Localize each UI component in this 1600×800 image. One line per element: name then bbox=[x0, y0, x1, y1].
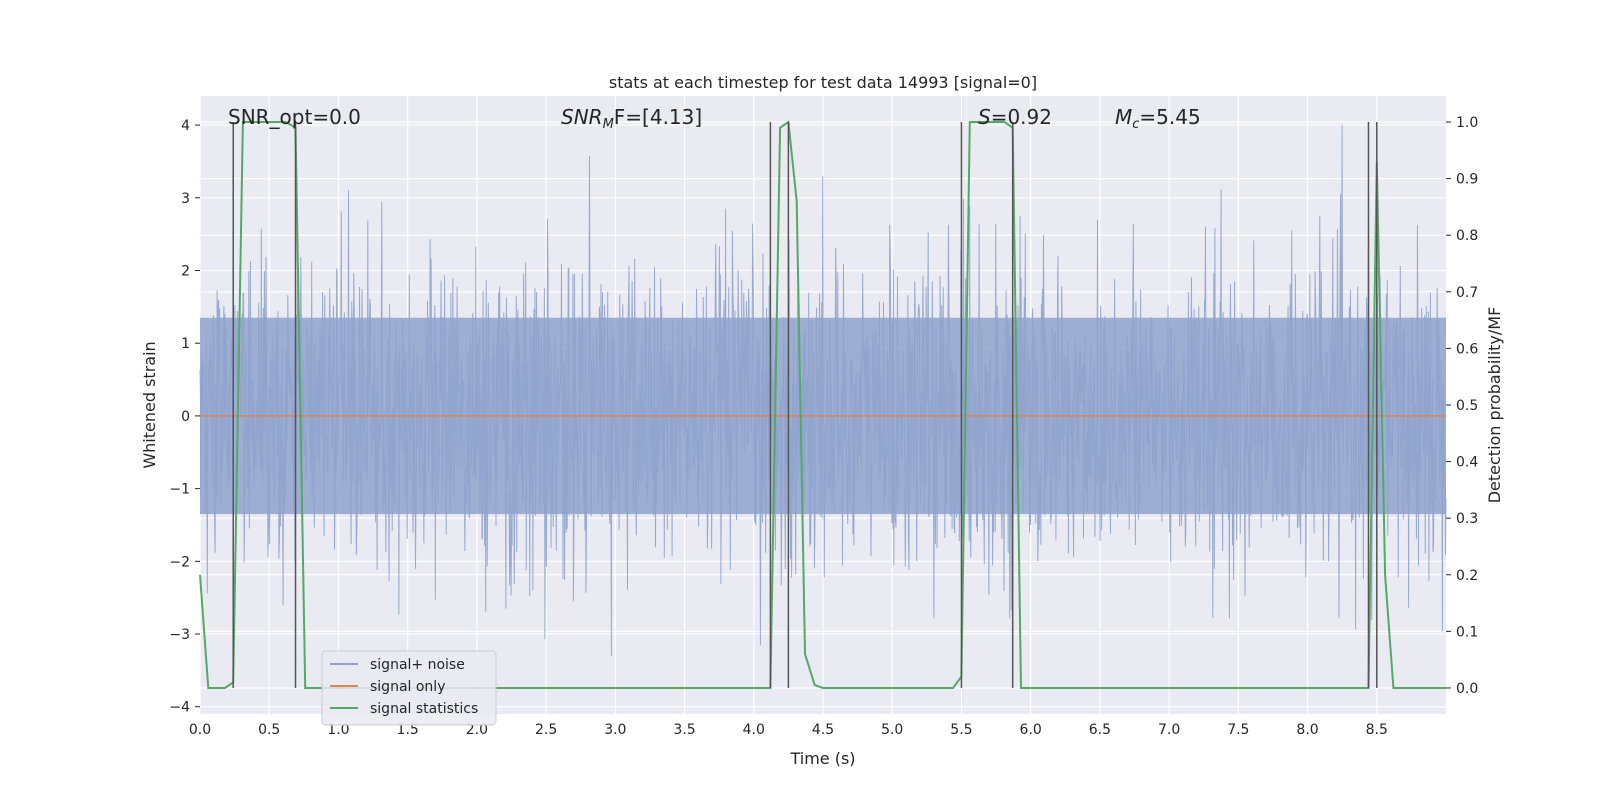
y-tick-label: 4 bbox=[181, 118, 190, 134]
mc-rest: =5.45 bbox=[1139, 105, 1200, 129]
y2-axis-label: Detection probability/MF bbox=[1485, 307, 1504, 504]
legend-box bbox=[321, 650, 497, 726]
y-tick-label: −4 bbox=[169, 700, 190, 716]
x-tick-label: 4.0 bbox=[743, 722, 765, 738]
mc-sub: c bbox=[1132, 117, 1139, 132]
x-tick-label: 2.0 bbox=[466, 722, 488, 738]
legend-label-signal-only: signal only bbox=[370, 679, 445, 695]
x-tick-label: 3.5 bbox=[673, 722, 695, 738]
y2-tick-label: 0.7 bbox=[1456, 285, 1478, 301]
signal-statistics-line bbox=[199, 120, 1446, 689]
y2-tick-label: 0.0 bbox=[1456, 681, 1478, 697]
y-axis-label: Whitened strain bbox=[140, 341, 159, 468]
s-rest: =0.92 bbox=[991, 105, 1052, 129]
y-tick-label: −3 bbox=[169, 627, 190, 643]
x-tick-label: 8.0 bbox=[1296, 722, 1318, 738]
legend-label-signal-statistics: signal statistics bbox=[370, 701, 478, 717]
x-tick-label: 8.5 bbox=[1366, 722, 1388, 738]
y-tick-label: 1 bbox=[181, 336, 190, 352]
s-main: S bbox=[978, 105, 991, 129]
s-annotation: S=0.92 bbox=[978, 105, 1052, 129]
x-tick-label: 0.5 bbox=[258, 722, 280, 738]
x-tick-label: 6.0 bbox=[1020, 722, 1042, 738]
x-tick-label: 7.0 bbox=[1158, 722, 1180, 738]
x-tick-label: 5.0 bbox=[881, 722, 903, 738]
y2-tick-label: 0.2 bbox=[1456, 568, 1478, 584]
legend: signal+ noise signal only signal statist… bbox=[321, 650, 497, 726]
x-tick-label: 3.0 bbox=[604, 722, 626, 738]
mc-annotation: Mc=5.45 bbox=[1115, 105, 1201, 132]
line-series bbox=[199, 120, 1446, 689]
x-tick-label: 7.5 bbox=[1227, 722, 1249, 738]
y-tick-label: −1 bbox=[169, 482, 190, 498]
snr-opt-annotation: SNR_opt=0.0 bbox=[228, 105, 361, 129]
y2-tick-label: 0.9 bbox=[1456, 172, 1478, 188]
y2-tick-label: 0.3 bbox=[1456, 511, 1478, 527]
snr-mf-rest: F=[4.13] bbox=[614, 105, 702, 129]
vertical-markers bbox=[232, 122, 1378, 688]
snr-mf-main: SNR bbox=[561, 105, 603, 129]
y2-tick-label: 0.4 bbox=[1456, 455, 1478, 471]
signal-noise-line bbox=[199, 125, 1447, 656]
x-tick-label: 5.5 bbox=[950, 722, 972, 738]
x-tick-label: 2.5 bbox=[535, 722, 557, 738]
snr-mf-sub: M bbox=[603, 117, 614, 132]
mc-main: M bbox=[1115, 105, 1132, 129]
x-tick-label: 6.5 bbox=[1089, 722, 1111, 738]
y2-tick-label: 0.6 bbox=[1456, 341, 1478, 357]
y-tick-label: 3 bbox=[181, 191, 190, 207]
y-tick-label: 0 bbox=[181, 409, 190, 425]
legend-label-signal-noise: signal+ noise bbox=[370, 657, 465, 673]
x-tick-label: 1.0 bbox=[327, 722, 349, 738]
x-axis-label: Time (s) bbox=[789, 749, 855, 768]
snr-mf-annotation: SNRMF=[4.13] bbox=[561, 105, 702, 132]
y-tick-label: −2 bbox=[169, 554, 190, 570]
y2-tick-label: 1.0 bbox=[1456, 115, 1478, 131]
y2-tick-label: 0.1 bbox=[1456, 624, 1478, 640]
y-tick-label: 2 bbox=[181, 263, 190, 279]
y2-tick-label: 0.8 bbox=[1456, 228, 1478, 244]
x-tick-label: 4.5 bbox=[812, 722, 834, 738]
tick-labels: 0.0 0.5 1.0 1.5 2.0 2.5 3.0 3.5 4.0 4.5 5.0 5.5 6.0 6… bbox=[169, 115, 1478, 738]
x-tick-label: 0.0 bbox=[189, 722, 211, 738]
y2-tick-label: 0.5 bbox=[1456, 398, 1478, 414]
x-tick-label: 1.5 bbox=[397, 722, 419, 738]
chart-title: stats at each timestep for test data 149… bbox=[609, 73, 1037, 92]
